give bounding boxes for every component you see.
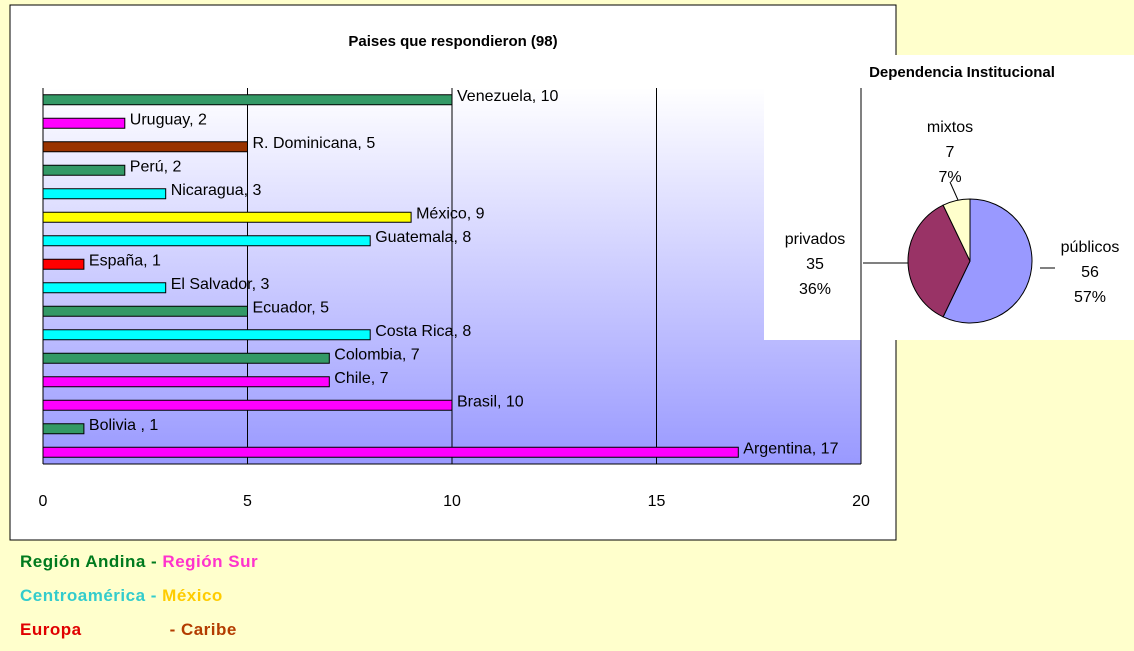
legend-text: Región Andina - — [20, 552, 163, 571]
x-tick-label: 15 — [648, 493, 666, 510]
bar — [42, 329, 371, 341]
legend-text: Región Sur — [162, 552, 259, 571]
bar — [42, 258, 85, 270]
x-tick-label: 20 — [852, 493, 870, 510]
bar — [42, 282, 167, 294]
pie-slice — [907, 204, 971, 318]
pie-slice — [942, 198, 1033, 324]
bar-label: Uruguay, 2 — [130, 111, 207, 128]
bar-label: España, 1 — [89, 252, 161, 269]
bar — [42, 188, 167, 200]
bar-label: Colombia, 7 — [334, 346, 419, 363]
slice-value: 56 — [1081, 264, 1099, 281]
bar — [42, 423, 85, 435]
chart-title: Paises que respondieron (98) — [348, 33, 557, 50]
bar-label: Chile, 7 — [334, 370, 388, 387]
slice-name: públicos — [1061, 239, 1120, 256]
bar-label: Costa Rica, 8 — [375, 323, 471, 340]
slice-value: 35 — [806, 256, 824, 273]
bar — [42, 235, 371, 247]
bar — [42, 352, 330, 364]
slice-percent: 7% — [938, 169, 961, 186]
legend-text: México — [162, 586, 223, 605]
bar-label: Ecuador, 5 — [253, 299, 330, 316]
region-legend: Región Andina - Región Sur Centroamérica … — [20, 545, 258, 647]
bar — [42, 94, 453, 106]
bar-label: Brasil, 10 — [457, 393, 524, 410]
bar — [42, 305, 248, 317]
bar — [42, 141, 248, 153]
bar — [42, 376, 330, 388]
legend-text: - Caribe — [169, 620, 237, 639]
bar-label: Perú, 2 — [130, 158, 182, 175]
bar — [42, 164, 126, 176]
bar-label: Nicaragua, 3 — [171, 182, 262, 199]
slice-value: 7 — [946, 144, 955, 161]
x-tick-label: 5 — [243, 493, 252, 510]
bar — [42, 211, 412, 223]
bar-label: Bolivia , 1 — [89, 417, 158, 434]
slice-name: privados — [785, 231, 845, 248]
pie-title: Dependencia Institucional — [869, 64, 1055, 81]
charts: Paises que respondieron (98) Dependencia… — [9, 4, 1134, 541]
bar-label: México, 9 — [416, 205, 485, 222]
page: Paises que respondieron (98) Dependencia… — [9, 4, 1134, 639]
legend-text: Europa — [20, 620, 82, 639]
bar-label: Venezuela, 10 — [457, 88, 559, 105]
bar — [42, 117, 126, 129]
legend-text: Centroamérica - — [20, 586, 163, 605]
legend-row: Centroamérica - México — [20, 579, 258, 613]
slice-name: mixtos — [927, 119, 973, 136]
legend-row: Región Andina - Región Sur — [20, 545, 258, 579]
bar-label: El Salvador, 3 — [171, 276, 270, 293]
bar — [42, 446, 739, 458]
x-tick-label: 0 — [39, 493, 48, 510]
bar-label: Guatemala, 8 — [375, 229, 471, 246]
bar-label: R. Dominicana, 5 — [253, 135, 376, 152]
bar-label: Argentina, 17 — [743, 440, 838, 457]
slice-percent: 57% — [1074, 289, 1106, 306]
x-tick-label: 10 — [443, 493, 461, 510]
leader-line — [949, 181, 959, 201]
bar — [42, 399, 453, 411]
slice-percent: 36% — [799, 281, 831, 298]
legend-row: Europa - Caribe — [20, 613, 258, 647]
pie-slice — [942, 198, 971, 262]
